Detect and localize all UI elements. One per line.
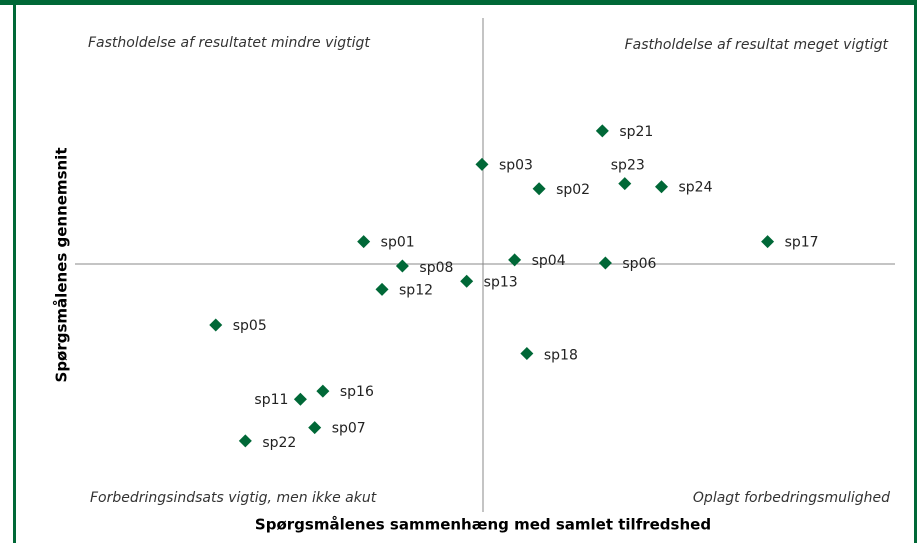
frame-left [13,0,16,543]
point-label: sp03 [499,157,533,173]
point [357,235,371,249]
point-label: sp05 [233,318,267,334]
point [618,177,632,191]
point [209,318,223,332]
point-label: sp04 [532,253,566,269]
point [395,259,409,273]
point-label: sp16 [340,384,374,400]
x-axis-label: Spørgsmålenes sammenhæng med samlet tilf… [255,516,711,534]
point [375,282,389,296]
point [598,256,612,270]
annotation: Forbedringsindsats vigtig, men ikke akut [90,490,377,506]
point [308,421,322,435]
point [520,346,534,360]
point-label: sp07 [332,421,366,437]
point-label: sp18 [544,347,578,363]
point-label: sp21 [619,124,653,140]
annotation: Fastholdelse af resultat meget vigtigt [625,37,889,53]
point [655,180,668,194]
point-label: sp24 [679,180,713,196]
annotation: Oplagt forbedringsmulighed [693,490,890,506]
frame-right [914,0,917,543]
point-label: sp02 [556,182,590,198]
point [293,392,307,406]
point-label: sp13 [484,274,518,290]
annotation: Fastholdelse af resultatet mindre vigtig… [88,35,370,51]
point [475,157,489,171]
point-label: sp23 [611,158,645,174]
point-label: sp01 [381,235,415,251]
point [238,434,252,448]
point-label: sp11 [254,392,288,408]
point [595,124,609,138]
point [532,182,546,196]
point-label: sp17 [785,235,819,251]
point [316,384,330,398]
header-bar [0,0,917,5]
point [460,274,474,288]
point [761,235,775,249]
point-label: sp08 [419,260,453,276]
point-label: sp22 [262,435,296,451]
point-label: sp06 [622,256,656,272]
y-axis-label: Spørgsmålenes gennemsnit [53,148,71,383]
point-label: sp12 [399,282,433,298]
point [508,253,522,267]
